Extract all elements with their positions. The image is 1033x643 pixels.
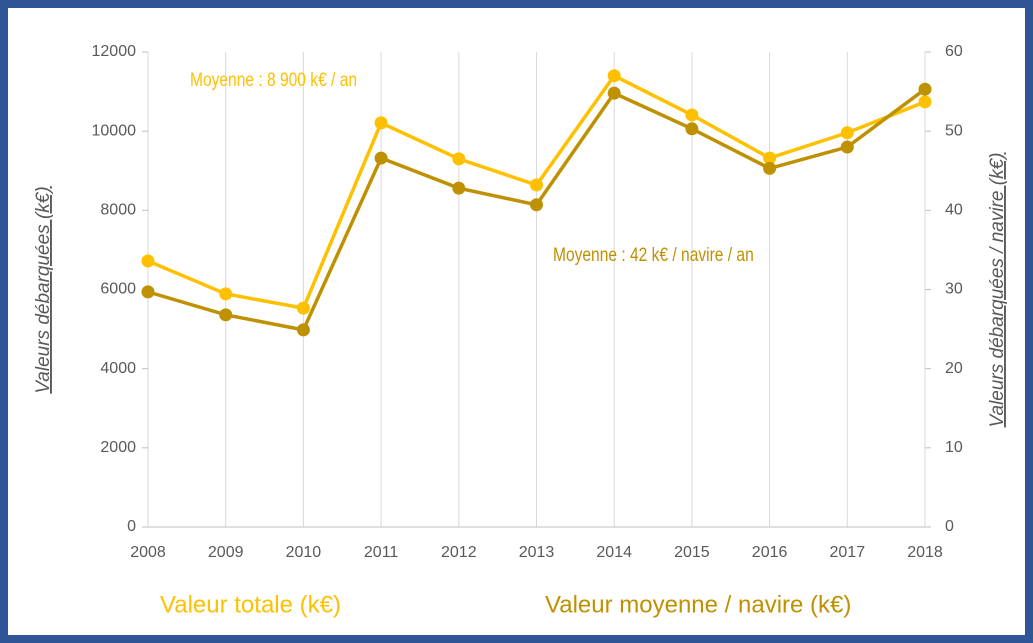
y-tick-label: 0 bbox=[127, 518, 136, 535]
annotation: Moyenne : 8 900 k€ / an bbox=[190, 69, 357, 91]
x-tick-label: 2012 bbox=[441, 544, 477, 561]
point bbox=[840, 126, 854, 140]
point bbox=[763, 151, 777, 165]
point bbox=[452, 152, 466, 166]
y-tick-label: 10000 bbox=[92, 122, 137, 139]
x-tick-label: 2009 bbox=[208, 544, 244, 561]
x-tick-label: 2008 bbox=[130, 544, 166, 561]
point bbox=[374, 151, 388, 165]
legend-entry: Valeur moyenne / navire (k€) bbox=[545, 591, 851, 618]
x-tick-label: 2010 bbox=[286, 544, 322, 561]
y-axis-label: Valeurs débarquées (k€) bbox=[33, 186, 54, 393]
point bbox=[530, 198, 543, 212]
point bbox=[840, 140, 854, 154]
point bbox=[685, 108, 699, 122]
point bbox=[530, 178, 543, 192]
y2-tick-label: 60 bbox=[945, 43, 963, 60]
x-tick-label: 2017 bbox=[830, 544, 866, 561]
x-tick-label: 2014 bbox=[596, 544, 632, 561]
point bbox=[296, 323, 310, 337]
y-tick-label: 6000 bbox=[100, 281, 136, 298]
point bbox=[374, 116, 388, 130]
y2-tick-label: 50 bbox=[945, 122, 963, 139]
y2-tick-label: 10 bbox=[945, 439, 963, 456]
x-tick-label: 2013 bbox=[519, 544, 555, 561]
point bbox=[918, 82, 932, 96]
y-tick-label: 2000 bbox=[100, 439, 136, 456]
y-tick-label: 12000 bbox=[92, 43, 137, 60]
point bbox=[141, 254, 155, 268]
x-tick-label: 2016 bbox=[752, 544, 788, 561]
point bbox=[219, 287, 233, 301]
x-tick-label: 2015 bbox=[674, 544, 710, 561]
point bbox=[141, 285, 155, 299]
point bbox=[607, 86, 621, 100]
point bbox=[918, 95, 932, 109]
x-tick-label: 2018 bbox=[907, 544, 943, 561]
point bbox=[219, 308, 233, 322]
point bbox=[296, 301, 310, 315]
annotation: Moyenne : 42 k€ / navire / an bbox=[553, 244, 754, 266]
y2-axis-label: Valeurs débarquées / navire (k€) bbox=[987, 153, 1008, 428]
legend-entry: Valeur totale (k€) bbox=[160, 591, 341, 618]
point bbox=[607, 69, 621, 83]
y2-tick-label: 40 bbox=[945, 202, 963, 219]
point bbox=[763, 161, 777, 175]
y-tick-label: 4000 bbox=[100, 360, 136, 377]
point bbox=[685, 122, 699, 136]
x-tick-label: 2011 bbox=[364, 544, 399, 561]
point bbox=[452, 181, 466, 195]
y-tick-label: 8000 bbox=[100, 202, 136, 219]
y2-tick-label: 30 bbox=[945, 281, 963, 298]
y2-tick-label: 0 bbox=[945, 518, 954, 535]
y2-tick-label: 20 bbox=[945, 360, 963, 377]
